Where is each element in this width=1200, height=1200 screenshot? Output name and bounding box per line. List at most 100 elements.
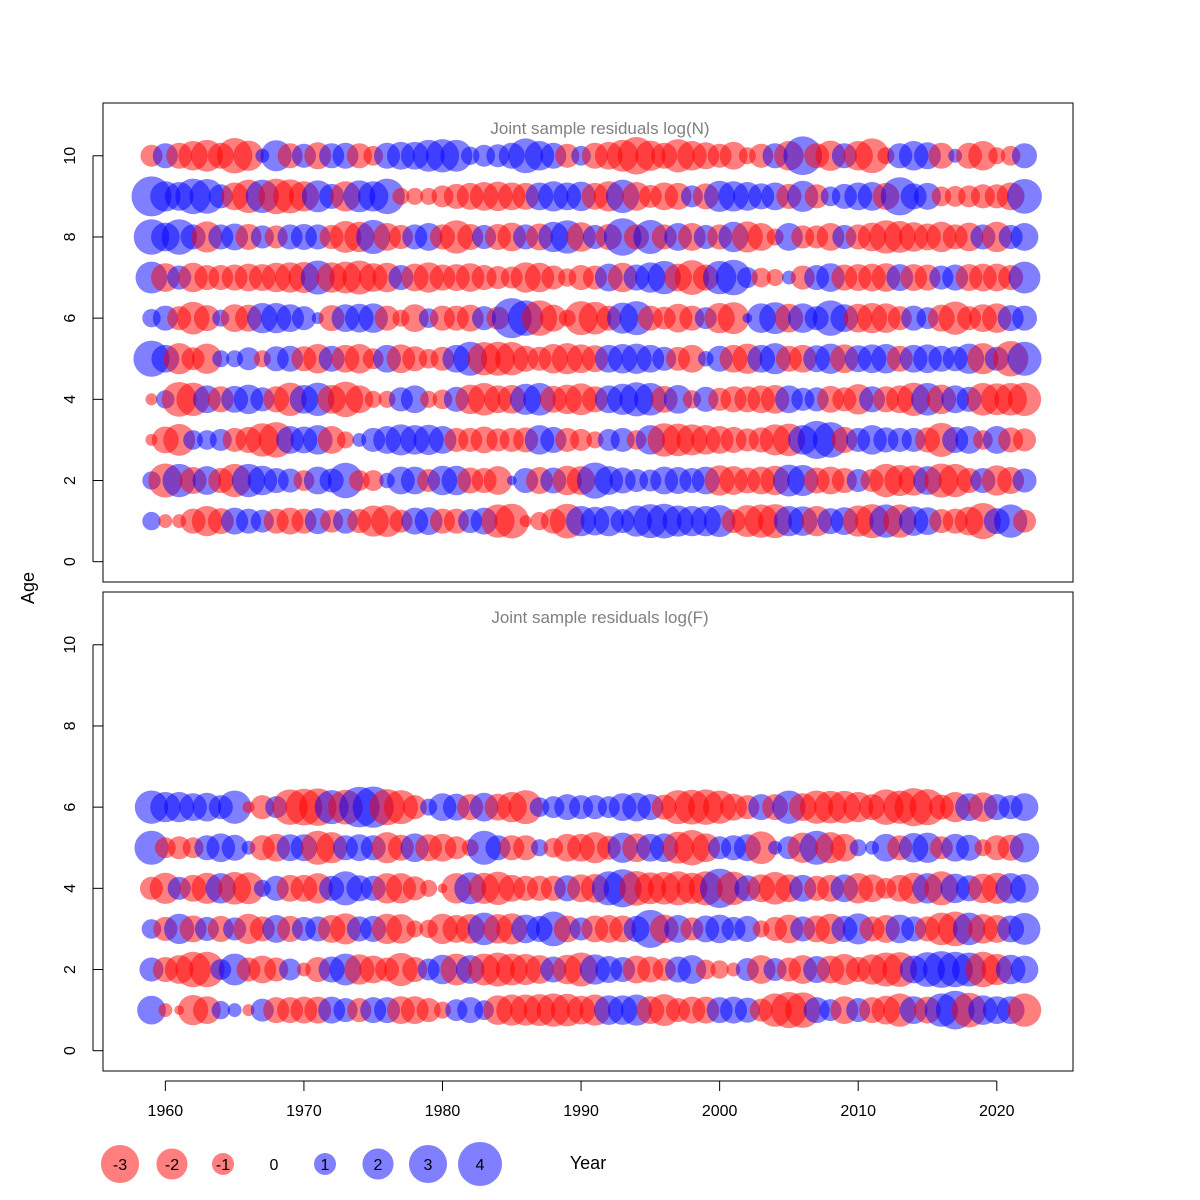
legend-label: 4 xyxy=(476,1157,485,1174)
residual-bubble xyxy=(1008,261,1041,294)
residual-bubble xyxy=(513,835,539,861)
legend-label: 2 xyxy=(374,1157,383,1174)
residual-bubble xyxy=(736,267,758,288)
legend-bubble xyxy=(156,1148,188,1180)
residual-bubble xyxy=(663,384,693,414)
residual-bubble xyxy=(956,834,983,861)
residual-bubble xyxy=(386,914,416,944)
residual-bubble xyxy=(1010,223,1039,251)
residual-bubble xyxy=(336,431,355,449)
residual-bubble xyxy=(158,514,173,529)
residual-bubble xyxy=(570,428,593,451)
residual-bubble xyxy=(928,142,955,169)
residual-bubble xyxy=(508,790,543,825)
panel-log-f-bubbles xyxy=(134,786,1042,1030)
residual-bubble xyxy=(555,143,580,168)
residual-bubble xyxy=(1008,912,1041,945)
panel-log-f: Joint sample residuals log(F) 0 2 4 6 8 10 xyxy=(62,591,1074,1072)
residual-bubble xyxy=(193,305,220,332)
residual-bubble xyxy=(420,390,438,408)
residual-bubble xyxy=(232,872,265,905)
residual-bubble xyxy=(530,839,549,857)
residual-bubble xyxy=(1010,873,1039,903)
panel-log-f-title: Joint sample residuals log(F) xyxy=(491,608,708,627)
residual-bubble xyxy=(717,302,750,335)
residual-bubble xyxy=(233,140,264,171)
x-tick-label: 1970 xyxy=(286,1103,322,1120)
legend-item: 4 xyxy=(458,1142,502,1186)
residual-bubble xyxy=(420,879,438,897)
residual-bubble xyxy=(766,269,784,287)
residual-bubble xyxy=(392,187,410,205)
x-tick-label: 1980 xyxy=(425,1103,461,1120)
residual-bubble xyxy=(854,138,890,174)
legend-item: -3 xyxy=(100,1144,140,1184)
x-axis-title: Year xyxy=(570,1153,606,1173)
panel-log-n-bubbles xyxy=(131,136,1042,540)
residual-bubble xyxy=(221,834,248,861)
x-tick-label: 2000 xyxy=(702,1103,738,1120)
legend-bubble xyxy=(362,1148,394,1180)
residual-bubble xyxy=(193,996,221,1025)
panel-log-n-y-axis: 0 2 4 6 8 10 xyxy=(62,147,103,566)
panel-log-n-frame xyxy=(102,102,1074,583)
legend-bubble xyxy=(458,1142,502,1186)
residual-bubble xyxy=(217,790,252,824)
residual-bubble xyxy=(1010,793,1039,822)
panel-log-f-frame xyxy=(102,591,1074,1072)
x-tick-label: 1960 xyxy=(148,1103,184,1120)
bubble-size-legend: -3 -2 -1 0 1 2 3 4 xyxy=(100,1142,502,1186)
residual-bubble xyxy=(1007,382,1042,417)
residual-bubble xyxy=(678,344,706,373)
y-tick-label: 10 xyxy=(62,636,79,654)
residual-bubble xyxy=(1012,509,1037,533)
y-tick-label: 6 xyxy=(62,803,79,812)
residual-bubble xyxy=(1007,993,1042,1027)
residual-bubble xyxy=(374,305,400,331)
residual-bubble xyxy=(369,178,405,215)
y-tick-label: 4 xyxy=(62,884,79,893)
residual-bubble xyxy=(830,833,859,862)
residual-bubble xyxy=(444,836,468,860)
residual-bubble xyxy=(494,503,530,539)
residual-bubble xyxy=(744,831,778,865)
residual-bubble xyxy=(519,515,532,528)
residual-bubble xyxy=(483,466,513,495)
residual-bubble xyxy=(1010,955,1039,984)
residual-bubble xyxy=(183,430,203,450)
y-tick-label: 0 xyxy=(62,1046,79,1055)
residual-bubble xyxy=(406,187,424,205)
legend-item: -2 xyxy=(156,1148,188,1180)
legend-label: -1 xyxy=(216,1157,230,1174)
x-tick-label: 2010 xyxy=(840,1103,876,1120)
residual-bubble xyxy=(734,915,761,942)
residual-bubble xyxy=(137,995,166,1025)
y-tick-label: 2 xyxy=(62,965,79,974)
residual-bubble xyxy=(1007,178,1042,214)
legend-item: -1 xyxy=(212,1153,234,1175)
residual-bubble xyxy=(416,998,441,1023)
legend-item: 3 xyxy=(408,1144,448,1184)
panel-log-n: Joint sample residuals log(N) 0 2 4 6 8 10 xyxy=(62,102,1074,583)
y-tick-label: 8 xyxy=(62,721,79,730)
residual-bubble xyxy=(968,141,998,171)
residual-bubble xyxy=(158,1003,173,1018)
residual-bubble xyxy=(1012,428,1037,452)
residual-bubble xyxy=(364,390,382,408)
residual-bubble xyxy=(279,958,302,981)
legend-bubble xyxy=(212,1153,234,1175)
y-tick-label: 10 xyxy=(62,147,79,165)
y-tick-label: 4 xyxy=(62,395,79,404)
residual-bubble xyxy=(211,1000,230,1020)
y-tick-label: 6 xyxy=(62,314,79,323)
residual-bubble xyxy=(1009,832,1040,863)
legend-label: 0 xyxy=(270,1157,279,1174)
residual-bubble xyxy=(1011,143,1038,169)
residual-bubble xyxy=(440,139,473,172)
residual-bubble xyxy=(163,423,196,456)
residual-bubble xyxy=(1011,305,1038,331)
residual-bubble xyxy=(849,839,867,857)
legend-bubble xyxy=(408,1144,448,1184)
